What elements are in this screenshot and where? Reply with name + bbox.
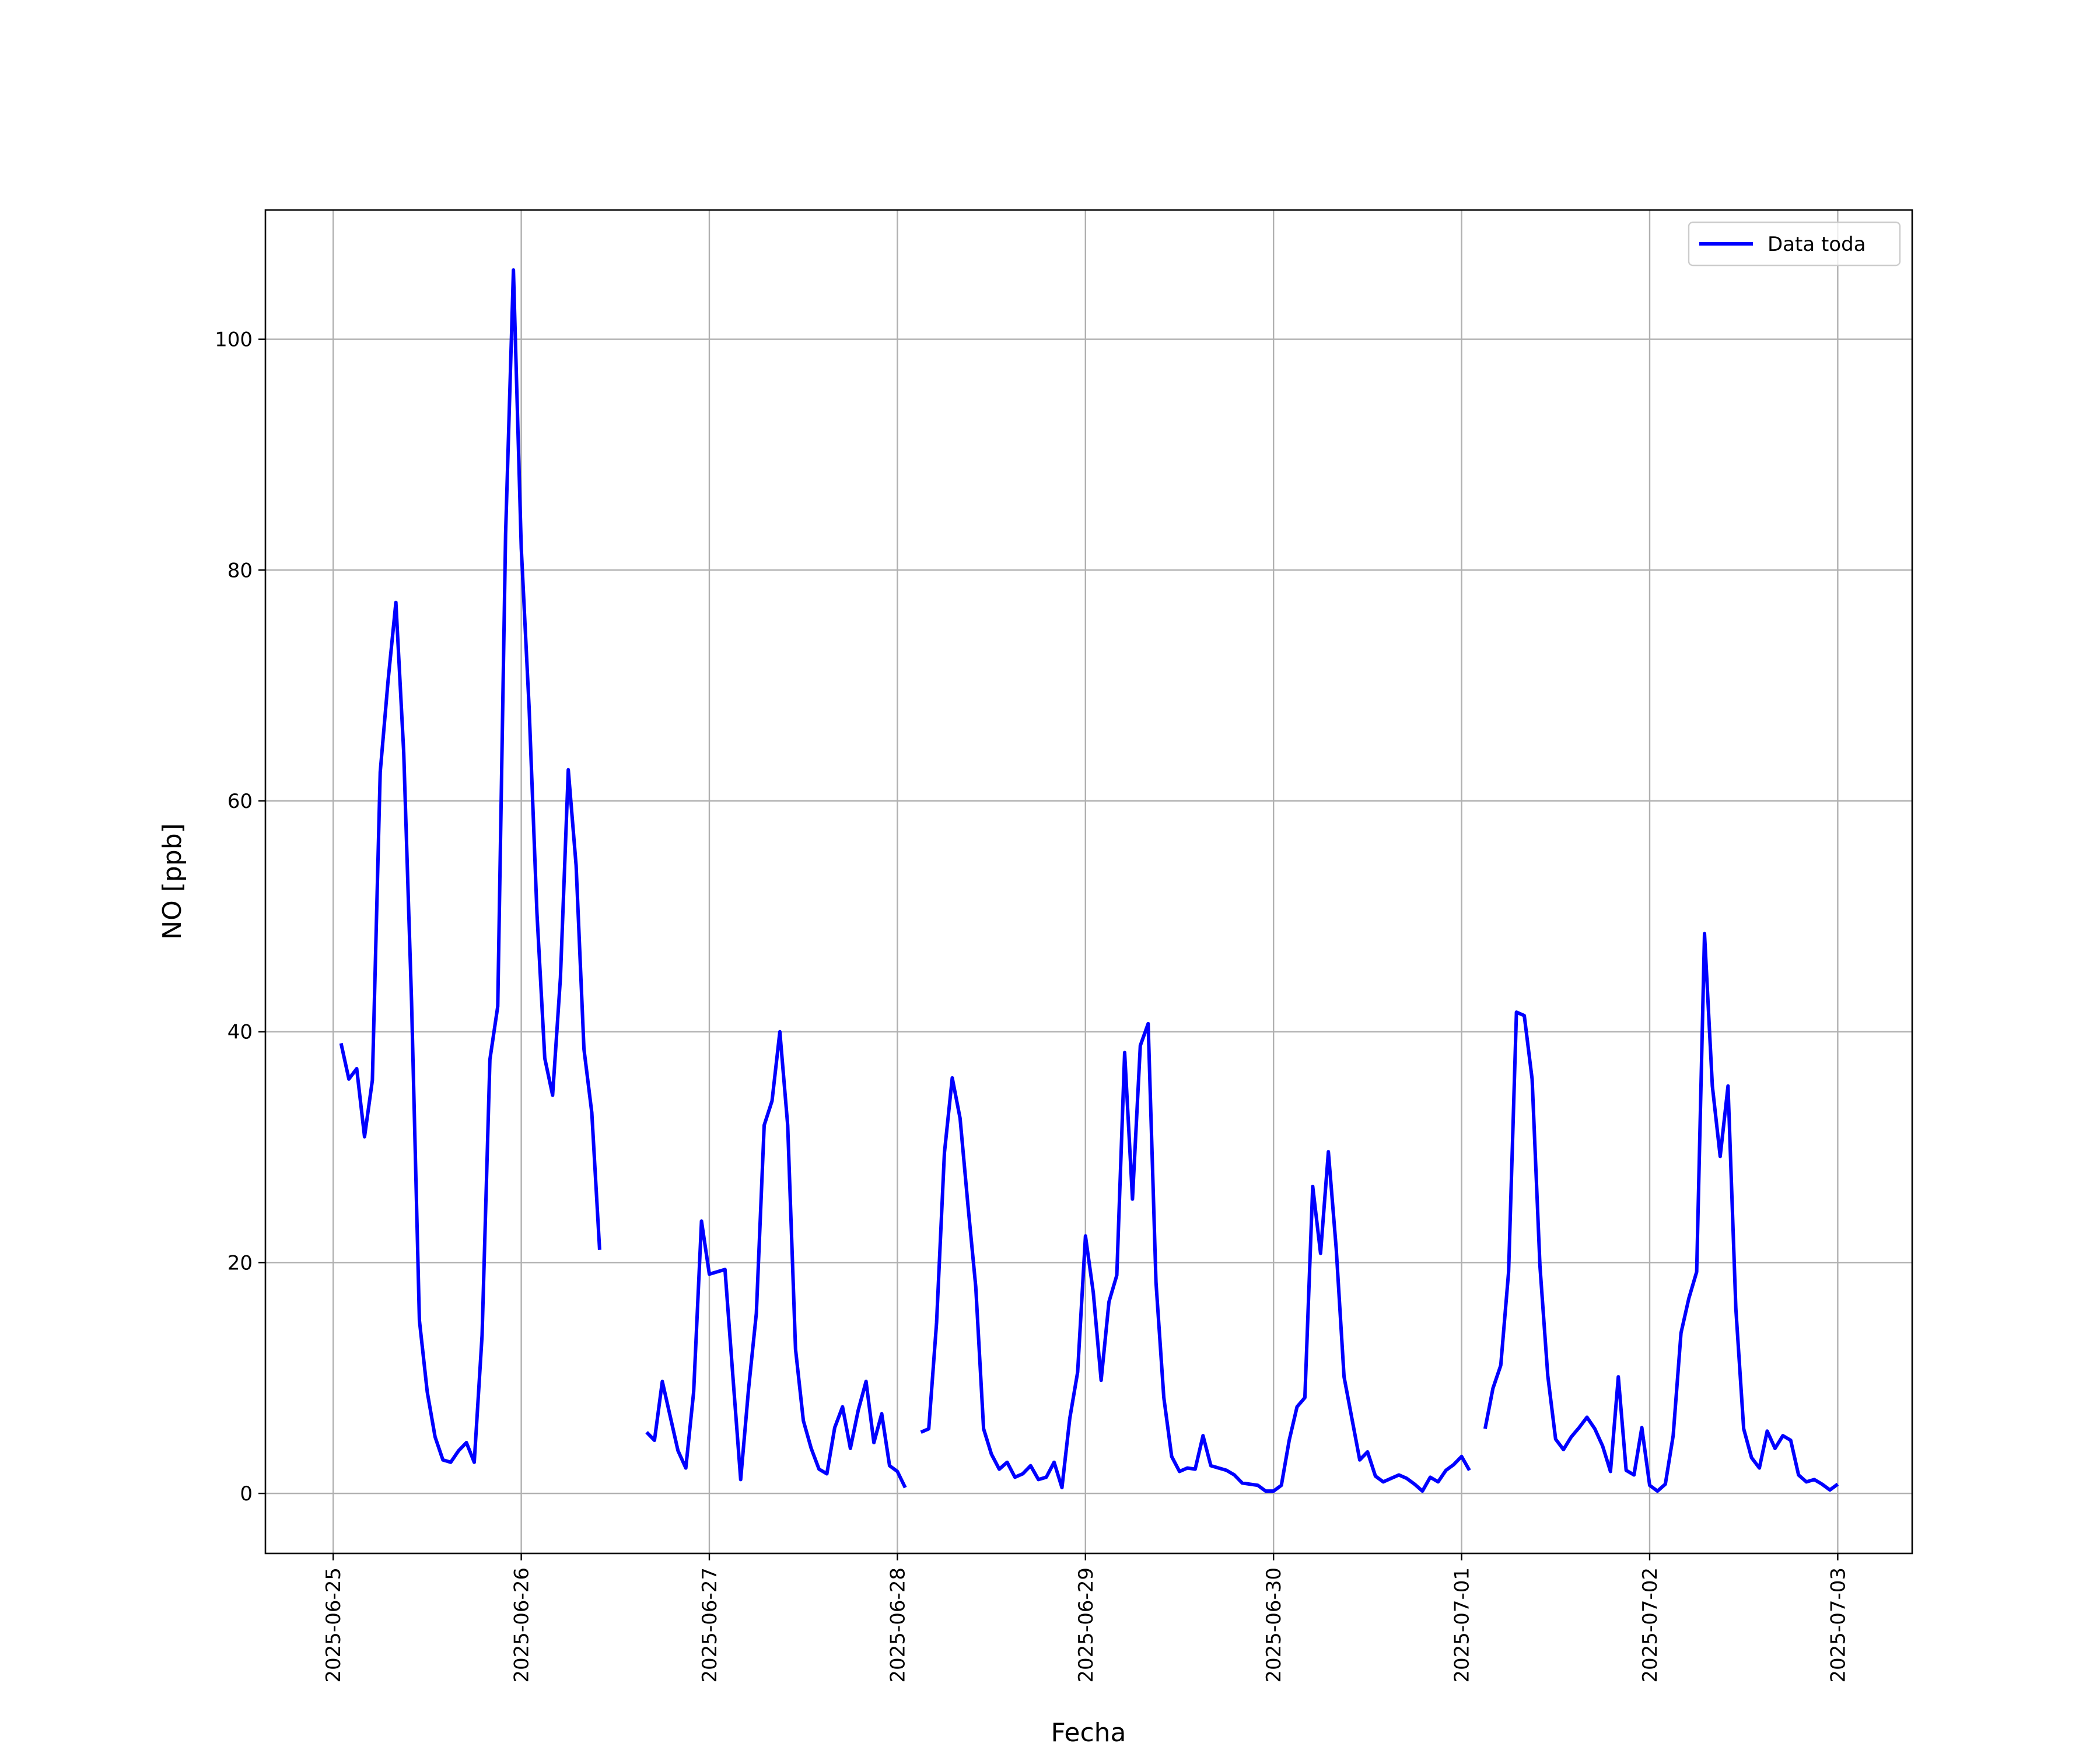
x-tick-label: 2025-07-03	[1826, 1567, 1850, 1683]
legend-box	[1688, 221, 1901, 267]
x-tick-label: 2025-06-26	[510, 1567, 534, 1683]
y-tick-label: 60	[228, 790, 253, 813]
y-tick-label: 80	[228, 559, 253, 582]
x-tick-label: 2025-06-29	[1074, 1567, 1098, 1683]
plot-data	[339, 268, 1839, 1493]
x-tick-label: 2025-06-27	[698, 1567, 722, 1683]
x-tick-label: 2025-06-28	[886, 1567, 909, 1683]
x-tick-label: 2025-07-02	[1639, 1567, 1662, 1683]
legend-label: Data toda	[1768, 233, 1866, 256]
legend: Data toda	[1688, 221, 1901, 267]
plot-frame	[264, 209, 1913, 1555]
data-line	[339, 268, 1839, 1493]
x-tick-label: 2025-06-25	[322, 1567, 345, 1683]
grid	[265, 210, 1912, 1553]
y-tick-label: 0	[240, 1482, 253, 1506]
y-tick-label: 100	[215, 328, 253, 352]
y-tick-label: 20	[228, 1251, 253, 1275]
y-tick-label: 40	[228, 1021, 253, 1044]
y-axis-label: NO [ppb]	[158, 823, 187, 940]
x-tick-label: 2025-06-30	[1262, 1567, 1286, 1683]
x-axis-label: Fecha	[1051, 1718, 1126, 1748]
x-tick-label: 2025-07-01	[1451, 1567, 1474, 1683]
